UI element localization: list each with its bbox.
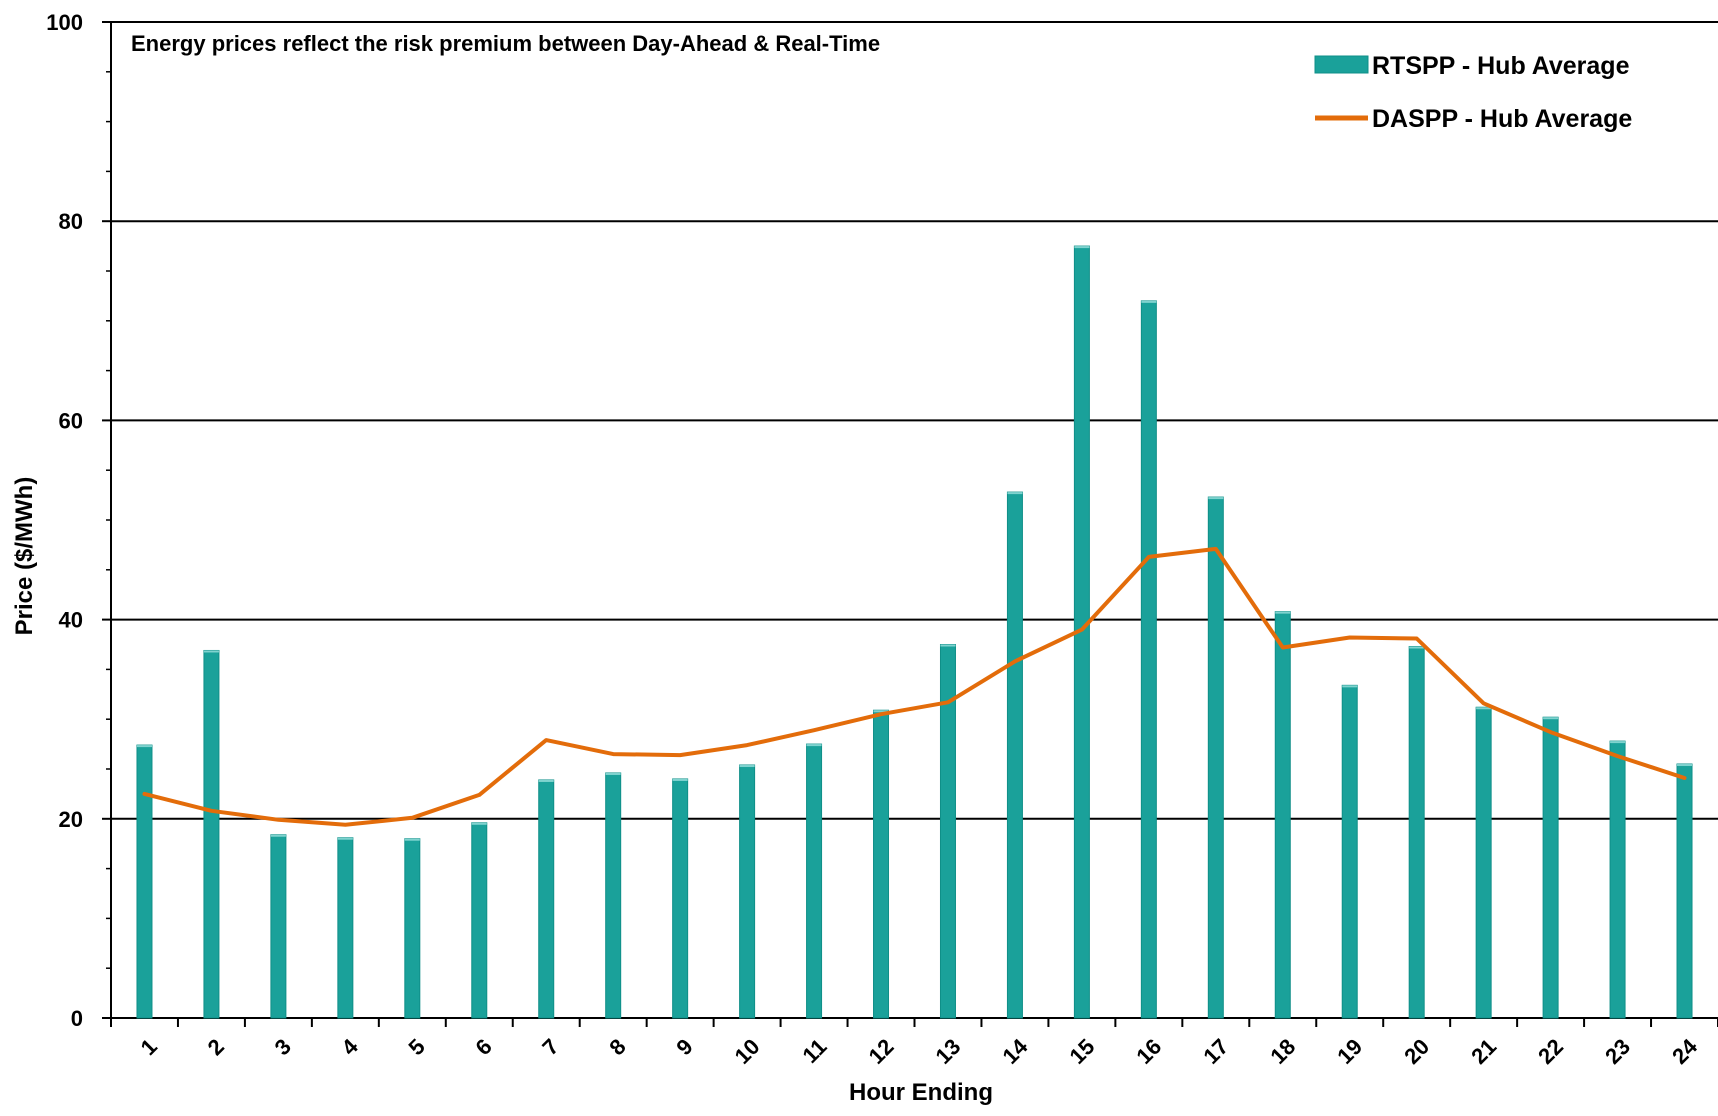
y-tick-label-40: 40	[59, 608, 83, 633]
x-tick-label-14: 14	[997, 1033, 1033, 1069]
x-tick-label-18: 18	[1265, 1034, 1300, 1069]
bar-rtspp-6	[471, 822, 488, 1019]
x-tick-label-3: 3	[270, 1034, 296, 1060]
y-tick-label-0: 0	[71, 1006, 83, 1031]
x-tick-label-8: 8	[604, 1034, 630, 1060]
x-axis-label: Hour Ending	[849, 1079, 993, 1106]
x-tick-label-11: 11	[797, 1034, 831, 1068]
bar-rtspp-3	[270, 834, 287, 1019]
x-tick-label-6: 6	[470, 1034, 496, 1060]
x-tick-label-20: 20	[1399, 1034, 1434, 1069]
line-daspp	[142, 546, 1687, 827]
x-tick-label-15: 15	[1064, 1034, 1099, 1069]
legend-swatch-rtspp	[1314, 55, 1369, 74]
y-tick-label-60: 60	[59, 408, 83, 433]
x-tick-label-19: 19	[1332, 1034, 1367, 1069]
y-axis-label: Price ($/MWh)	[11, 477, 38, 636]
bar-rtspp-17	[1207, 496, 1224, 1019]
x-tick-label-23: 23	[1600, 1034, 1635, 1069]
bar-rtspp-8	[605, 772, 622, 1019]
x-tick-label-12: 12	[864, 1034, 899, 1069]
bar-rtspp-21	[1475, 706, 1492, 1019]
bar-rtspp-14	[1006, 491, 1023, 1019]
bar-rtspp-5	[404, 838, 421, 1019]
x-tick-label-21: 21	[1466, 1034, 1501, 1069]
bar-rtspp-18	[1274, 611, 1291, 1019]
x-tick-label-24: 24	[1667, 1033, 1703, 1069]
y-tick-label-80: 80	[59, 209, 83, 234]
x-tick-label-7: 7	[537, 1034, 563, 1060]
chart-title: Energy prices reflect the risk premium b…	[131, 31, 880, 56]
bar-rtspp-22	[1542, 716, 1559, 1019]
legend: RTSPP - Hub Average DASPP - Hub Average	[1314, 52, 1632, 133]
bar-rtspp-24	[1676, 763, 1693, 1019]
x-tick-label-22: 22	[1533, 1034, 1568, 1069]
x-tick-label-1: 1	[136, 1034, 162, 1060]
y-tick-label-20: 20	[59, 807, 83, 832]
daspp-line-group	[142, 546, 1687, 827]
bar-rtspp-2	[203, 649, 220, 1019]
bar-rtspp-9	[672, 778, 689, 1019]
bar-rtspp-4	[337, 837, 354, 1019]
bar-rtspp-11	[806, 743, 823, 1019]
bar-rtspp-10	[739, 764, 756, 1019]
legend-label-daspp: DASPP - Hub Average	[1372, 105, 1632, 133]
bar-rtspp-1	[136, 744, 153, 1019]
x-tick-label-10: 10	[730, 1034, 765, 1069]
bar-rtspp-16	[1140, 300, 1157, 1019]
legend-label-rtspp: RTSPP - Hub Average	[1372, 52, 1630, 80]
x-tick-label-2: 2	[203, 1034, 229, 1060]
x-tick-label-17: 17	[1198, 1034, 1233, 1069]
legend-item-rtspp: RTSPP - Hub Average	[1314, 52, 1630, 80]
bar-rtspp-19	[1341, 684, 1358, 1019]
x-tick-label-16: 16	[1131, 1034, 1166, 1069]
bar-rtspp-7	[538, 779, 555, 1019]
rtspp-bars	[136, 245, 1693, 1019]
y-tick-label-100: 100	[46, 10, 83, 35]
axes	[102, 21, 1718, 1027]
bar-rtspp-12	[873, 709, 890, 1019]
gridlines	[111, 21, 1718, 820]
x-tick-label-9: 9	[671, 1034, 697, 1060]
bar-rtspp-23	[1609, 740, 1626, 1019]
x-tick-label-5: 5	[404, 1034, 430, 1060]
x-tick-label-13: 13	[931, 1034, 966, 1069]
bar-rtspp-20	[1408, 645, 1425, 1019]
legend-item-daspp: DASPP - Hub Average	[1315, 105, 1632, 133]
x-tick-label-4: 4	[337, 1033, 364, 1060]
